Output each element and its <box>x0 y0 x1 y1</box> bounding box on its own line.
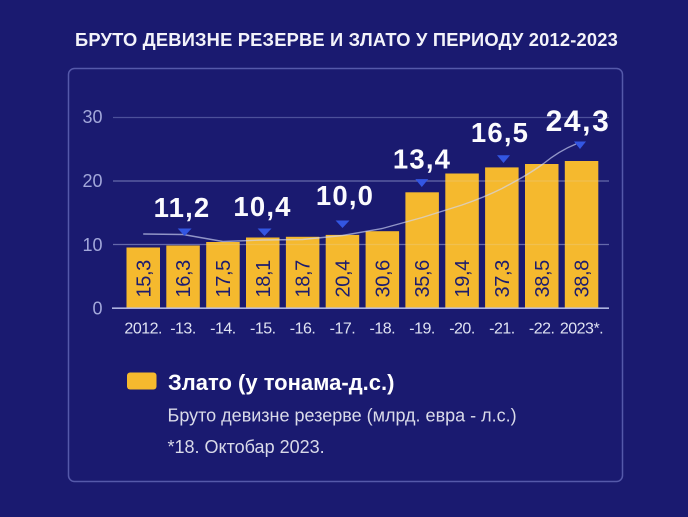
svg-text:0: 0 <box>92 298 102 318</box>
svg-text:17,5: 17,5 <box>213 260 235 298</box>
svg-text:10: 10 <box>82 235 102 255</box>
svg-text:18,7: 18,7 <box>293 260 315 298</box>
svg-text:-15.: -15. <box>250 320 276 337</box>
svg-text:20: 20 <box>82 171 102 191</box>
svg-text:20,4: 20,4 <box>333 260 355 298</box>
svg-text:16,3: 16,3 <box>173 260 195 298</box>
svg-text:-16.: -16. <box>290 320 316 337</box>
svg-text:-21.: -21. <box>489 320 515 337</box>
svg-text:24,3: 24,3 <box>546 105 611 138</box>
svg-text:15,3: 15,3 <box>133 260 155 298</box>
svg-text:Бруто девизне резерве (млрд. е: Бруто девизне резерве (млрд. евра - л.с.… <box>168 406 517 426</box>
svg-text:2023*.: 2023*. <box>560 320 603 337</box>
svg-text:Злато (у тонама-д.с.): Злато (у тонама-д.с.) <box>168 370 394 395</box>
svg-text:-14.: -14. <box>210 320 236 337</box>
svg-text:30: 30 <box>82 107 102 127</box>
svg-text:38,8: 38,8 <box>572 260 594 298</box>
svg-text:-13.: -13. <box>170 320 196 337</box>
svg-text:-18.: -18. <box>370 320 396 337</box>
svg-text:10,0: 10,0 <box>316 180 374 211</box>
svg-text:37,3: 37,3 <box>492 260 514 298</box>
svg-text:35,6: 35,6 <box>412 260 434 298</box>
svg-text:16,5: 16,5 <box>471 117 529 148</box>
svg-text:-22.: -22. <box>529 320 555 337</box>
svg-text:11,2: 11,2 <box>154 192 211 223</box>
svg-text:-19.: -19. <box>409 320 435 337</box>
svg-text:30,6: 30,6 <box>372 260 394 298</box>
svg-text:18,1: 18,1 <box>253 260 275 298</box>
svg-text:*18. Октобар 2023.: *18. Октобар 2023. <box>168 437 325 457</box>
svg-text:10,4: 10,4 <box>233 191 291 222</box>
svg-text:13,4: 13,4 <box>393 144 451 175</box>
svg-text:-17.: -17. <box>330 320 356 337</box>
svg-text:2012.: 2012. <box>124 320 162 337</box>
svg-text:38,5: 38,5 <box>532 260 554 298</box>
svg-text:-20.: -20. <box>449 320 475 337</box>
svg-text:19,4: 19,4 <box>452 260 474 298</box>
